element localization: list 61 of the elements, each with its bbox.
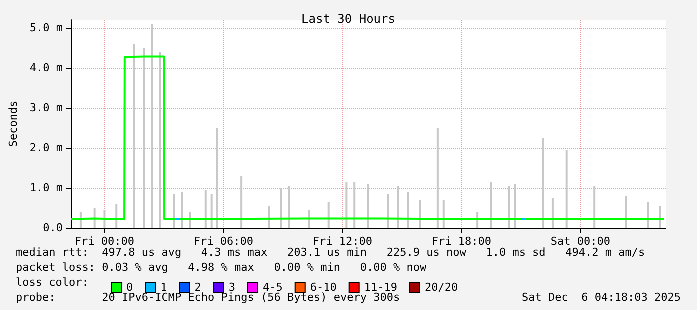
bar (268, 206, 270, 228)
bar (133, 44, 136, 228)
legend-label: 6-10 (310, 281, 337, 294)
y-tick-label: 0.0 (43, 222, 64, 234)
bar (625, 196, 628, 228)
bar (328, 202, 330, 228)
legend-label: 11-19 (364, 281, 398, 294)
y-tick-label: 5.0 m (30, 22, 64, 34)
bar (442, 200, 445, 228)
legend-label: 0 (126, 281, 134, 294)
bar (94, 208, 96, 228)
text: probe: 20 IPv6-ICMP Echo Pings (56 Bytes) every 300s (16, 291, 400, 304)
bar (204, 190, 207, 228)
legend-label: 1 (160, 281, 168, 294)
bar (181, 192, 184, 228)
x-tick-label: Sat 00:00 (550, 235, 611, 248)
bar (566, 150, 568, 228)
bar (173, 194, 176, 228)
text: Sat Dec 6 04:18:03 2025 (522, 291, 682, 304)
x-tick-label: Fri 18:00 (432, 235, 492, 248)
bar (508, 186, 510, 228)
bar (552, 198, 554, 228)
bar (647, 202, 650, 228)
legend-label: 3 (228, 281, 236, 294)
x-tick-label: Fri 00:00 (74, 235, 135, 248)
bar (159, 52, 162, 228)
bar (210, 194, 213, 228)
bar (514, 184, 516, 228)
bar (594, 186, 596, 228)
x-tick-label: Fri 06:00 (194, 235, 254, 248)
bar (407, 192, 410, 228)
bar (436, 128, 439, 228)
y-tick-label: 2.0 m (30, 142, 64, 154)
bar (354, 182, 356, 228)
bar (280, 188, 282, 228)
bar (288, 186, 290, 228)
bar (151, 24, 154, 228)
text: median rtt: 497.8 us avg 4.3 ms max 203.1 us min 225.9 us now 1.0 ms sd 494.2 m am/s (16, 246, 646, 259)
legend-label: 2 (194, 281, 202, 294)
y-tick-label: 3.0 m (30, 102, 64, 114)
bar (387, 194, 390, 228)
bar (397, 186, 400, 228)
bar (419, 200, 422, 228)
bar (490, 182, 492, 228)
bar (240, 176, 243, 228)
bar (143, 48, 146, 228)
text: packet loss: 0.03 % avg 4.98 % max 0.00 % min 0.00 % now (16, 261, 427, 274)
legend-label: 20/20 (424, 281, 458, 294)
y-tick-label: 1.0 m (30, 182, 64, 194)
bar (368, 184, 370, 228)
bar (659, 206, 662, 228)
legend-label: 4-5 (262, 281, 283, 294)
y-tick-label: 4.0 m (30, 62, 64, 74)
bar (216, 128, 218, 228)
line-series (70, 56, 666, 220)
chart-title: Last 30 Hours (302, 12, 396, 26)
bar (346, 182, 348, 228)
bar (542, 138, 544, 228)
x-tick-label: Fri 12:00 (312, 235, 373, 248)
y-axis-title: Seconds (7, 100, 20, 148)
legend-title: loss color: (16, 276, 89, 289)
